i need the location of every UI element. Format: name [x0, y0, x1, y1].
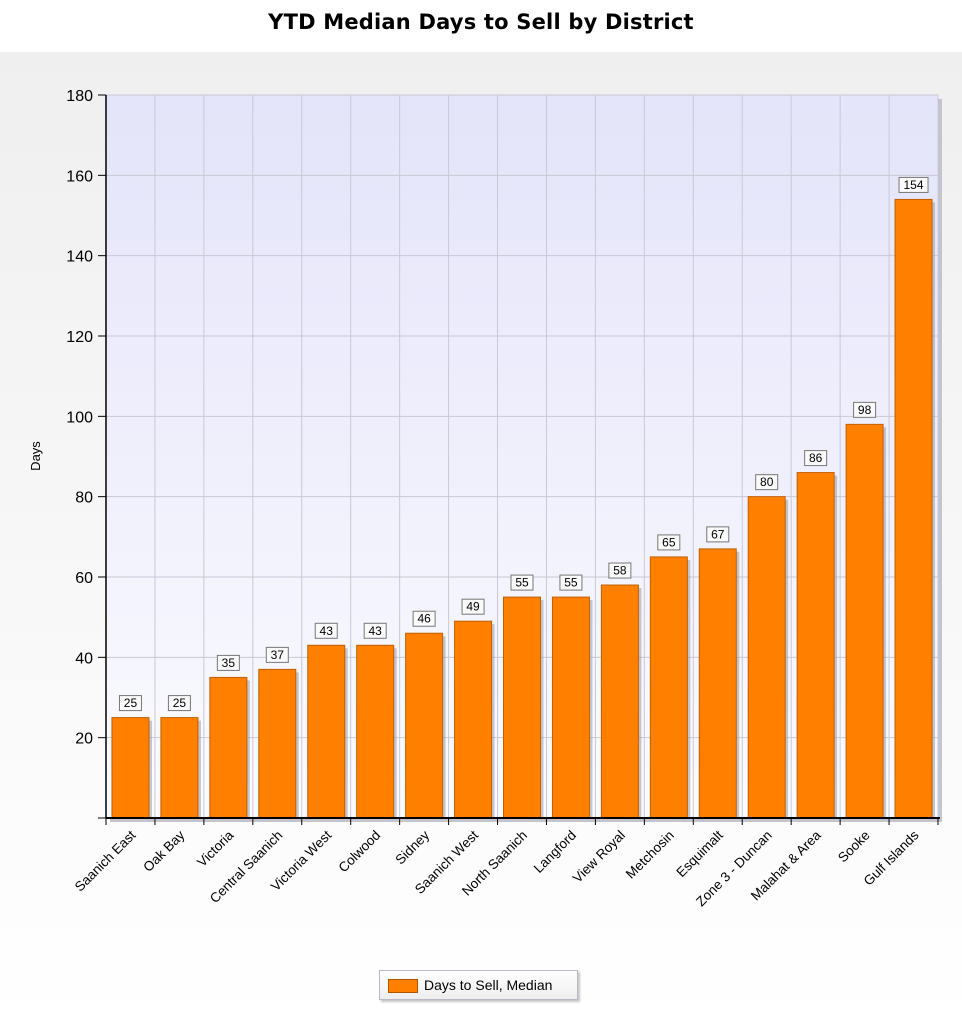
x-tick-label: Sidney	[392, 827, 432, 867]
data-label-box	[898, 176, 929, 193]
data-label-box	[118, 695, 142, 712]
bar	[600, 584, 639, 819]
y-tick-label: 60	[75, 570, 93, 587]
data-label-box	[755, 474, 779, 491]
y-axis-label: Days	[28, 441, 43, 471]
legend-swatch	[388, 979, 418, 993]
data-label: 35	[222, 656, 236, 670]
data-label: 43	[368, 624, 382, 638]
data-label: 25	[173, 696, 187, 710]
bar	[845, 423, 884, 819]
bar	[160, 717, 199, 819]
y-tick-label: 160	[66, 168, 93, 185]
value-labels: 25 25 35 37 43 43 46 49 55 55 58 65 67 80 86 98 154	[118, 176, 929, 712]
x-tick-label: Saanich East	[72, 827, 139, 894]
data-label: 86	[809, 451, 823, 465]
bar	[307, 644, 346, 819]
y-tick-label: 80	[75, 490, 93, 507]
data-label: 154	[904, 178, 924, 192]
x-tick-label: Victoria	[194, 827, 237, 870]
x-tick-label: Esquimalt	[673, 827, 726, 880]
data-label: 43	[320, 624, 334, 638]
data-label-box	[510, 574, 534, 591]
x-tick-label: Sooke	[835, 828, 873, 866]
bar	[111, 717, 150, 819]
x-tick-label: View Royal	[570, 828, 628, 886]
data-label: 46	[417, 612, 431, 626]
legend: Days to Sell, Median	[379, 970, 578, 1000]
bar	[747, 496, 786, 819]
data-label-box	[657, 534, 681, 551]
data-label-box	[461, 598, 485, 615]
data-label: 55	[564, 576, 578, 590]
data-label-box	[559, 574, 583, 591]
x-tick-label: Oak Bay	[140, 827, 187, 874]
y-tick-label: 40	[75, 650, 93, 667]
bar	[551, 596, 590, 819]
data-label-box	[706, 526, 730, 543]
y-axis-ticks: 20 40 60 80 100 120 140 160 180	[66, 88, 106, 819]
data-label-box	[853, 401, 877, 418]
data-label: 58	[613, 564, 627, 578]
data-label-box	[412, 610, 436, 627]
x-tick-label: Metchosin	[623, 828, 677, 882]
bars	[111, 198, 936, 819]
x-tick-label: Colwood	[336, 828, 384, 876]
data-label: 25	[124, 696, 138, 710]
data-label-box	[314, 622, 338, 639]
bar	[356, 644, 395, 819]
bar	[258, 668, 297, 819]
data-label-box	[363, 622, 387, 639]
data-label: 80	[760, 475, 774, 489]
y-tick-label: 20	[75, 731, 93, 748]
data-label: 49	[466, 600, 480, 614]
data-label-box	[804, 450, 828, 467]
data-label: 67	[711, 527, 725, 541]
bar	[698, 548, 737, 819]
bar	[894, 198, 933, 819]
data-label: 65	[662, 535, 676, 549]
y-tick-label: 120	[66, 329, 93, 346]
bar	[796, 472, 835, 819]
y-tick-label: 180	[66, 88, 93, 105]
data-label: 98	[858, 403, 872, 417]
data-label-box	[167, 695, 191, 712]
y-tick-label: 100	[66, 409, 93, 426]
bar	[405, 632, 444, 819]
bar	[649, 556, 688, 819]
data-label-box	[216, 654, 240, 671]
data-label-box	[608, 562, 632, 579]
data-label: 37	[271, 648, 285, 662]
legend-label: Days to Sell, Median	[424, 977, 553, 993]
y-tick-label: 140	[66, 249, 93, 266]
x-tick-label: Langford	[531, 828, 579, 876]
bar	[454, 620, 493, 819]
data-label: 55	[515, 576, 529, 590]
data-label-box	[265, 646, 289, 663]
bar	[209, 676, 248, 819]
chart-title: YTD Median Days to Sell by District	[268, 10, 694, 34]
bar	[503, 596, 541, 819]
